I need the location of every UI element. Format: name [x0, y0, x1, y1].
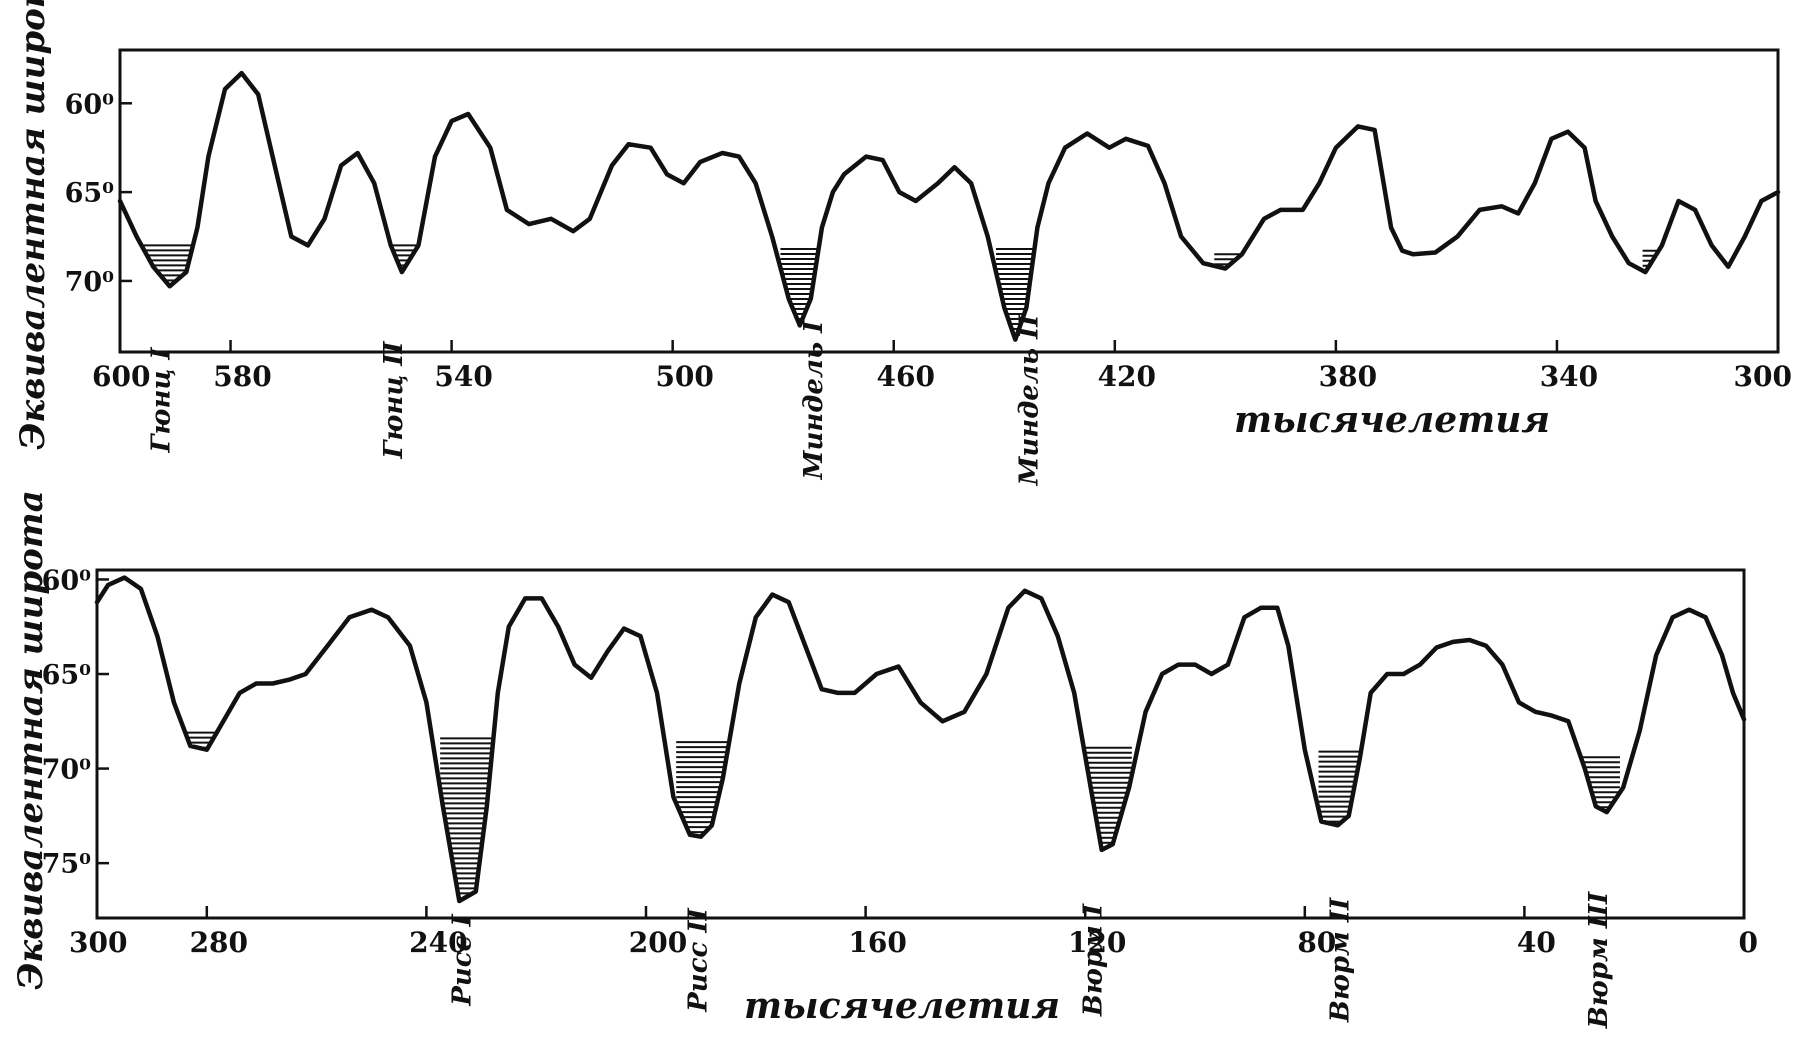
y-tick-label: 65⁰: [42, 660, 92, 691]
y-tick-label: 60⁰: [42, 565, 92, 596]
y-axis-title: Эквивалентная широта: [11, 490, 51, 990]
x-tick-label: 240: [409, 926, 467, 959]
x-tick-label: 0: [1739, 926, 1758, 959]
x-axis-title: тысячелетия: [744, 985, 1060, 1027]
y-tick-label: 70⁰: [42, 755, 92, 786]
y-tick-label: 65⁰: [65, 178, 115, 209]
x-tick-label: 80: [1297, 926, 1336, 959]
bottom-chart: 300 280 240 200 160 120 80 40 0 60⁰ 65⁰ 70⁰ 75⁰Эквив…: [11, 490, 1758, 1029]
glacial-stage-label: Миндель I: [799, 320, 829, 480]
glacial-minimum-hatch: [440, 737, 494, 900]
glacial-minimum-hatch: [1580, 756, 1620, 809]
glacial-stage-label: Вюрм II: [1326, 897, 1356, 1023]
x-tick-label: 420: [1098, 360, 1156, 393]
plot-frame: [118, 48, 1780, 354]
glacial-stage-label: Вюрм III: [1584, 891, 1614, 1029]
x-tick-label: 160: [848, 926, 906, 959]
x-tick-label: 340: [1540, 360, 1598, 393]
x-tick-label: 200: [629, 926, 687, 959]
top-chart: 600 580 540 500 460 420 380 340 300 60⁰ 65⁰ 70⁰ Экви…: [13, 0, 1792, 486]
glacial-minimum-hatch: [141, 244, 193, 287]
y-tick-label: 60⁰: [65, 89, 115, 120]
plot-frame: [95, 568, 1746, 920]
x-tick-label: 460: [877, 360, 935, 393]
y-tick-label: 70⁰: [65, 267, 115, 298]
y-tick-label: 75⁰: [42, 849, 92, 880]
latitude-curve: [117, 70, 1781, 342]
x-tick-label: 300: [1734, 360, 1792, 393]
x-axis-title: тысячелетия: [1234, 399, 1550, 441]
x-tick-label: 580: [213, 360, 271, 393]
x-tick-label: 380: [1319, 360, 1377, 393]
x-tick-label: 600: [92, 360, 150, 393]
x-tick-label: 120: [1068, 926, 1126, 959]
glacial-stage-label: Миндель II: [1014, 314, 1044, 487]
glacial-stage-label: Рисс II: [683, 907, 713, 1012]
glacial-stage-label: Гюнц I: [147, 347, 177, 454]
x-tick-label: 280: [190, 926, 248, 959]
x-tick-label: 540: [434, 360, 492, 393]
latitude-curve: [94, 575, 1747, 904]
glacial-stage-label: Рисс I: [447, 914, 477, 1007]
glacial-minimum-hatch: [676, 741, 729, 834]
x-tick-label: 40: [1517, 926, 1556, 959]
x-tick-label: 500: [655, 360, 713, 393]
glacial-stage-label: Гюнц II: [379, 341, 409, 460]
glacial-stage-label: Вюрм I: [1079, 903, 1109, 1017]
x-tick-label: 300: [69, 926, 127, 959]
y-axis-title: Эквивалентная широта: [13, 0, 53, 450]
glacial-minimum-hatch: [1084, 746, 1132, 849]
